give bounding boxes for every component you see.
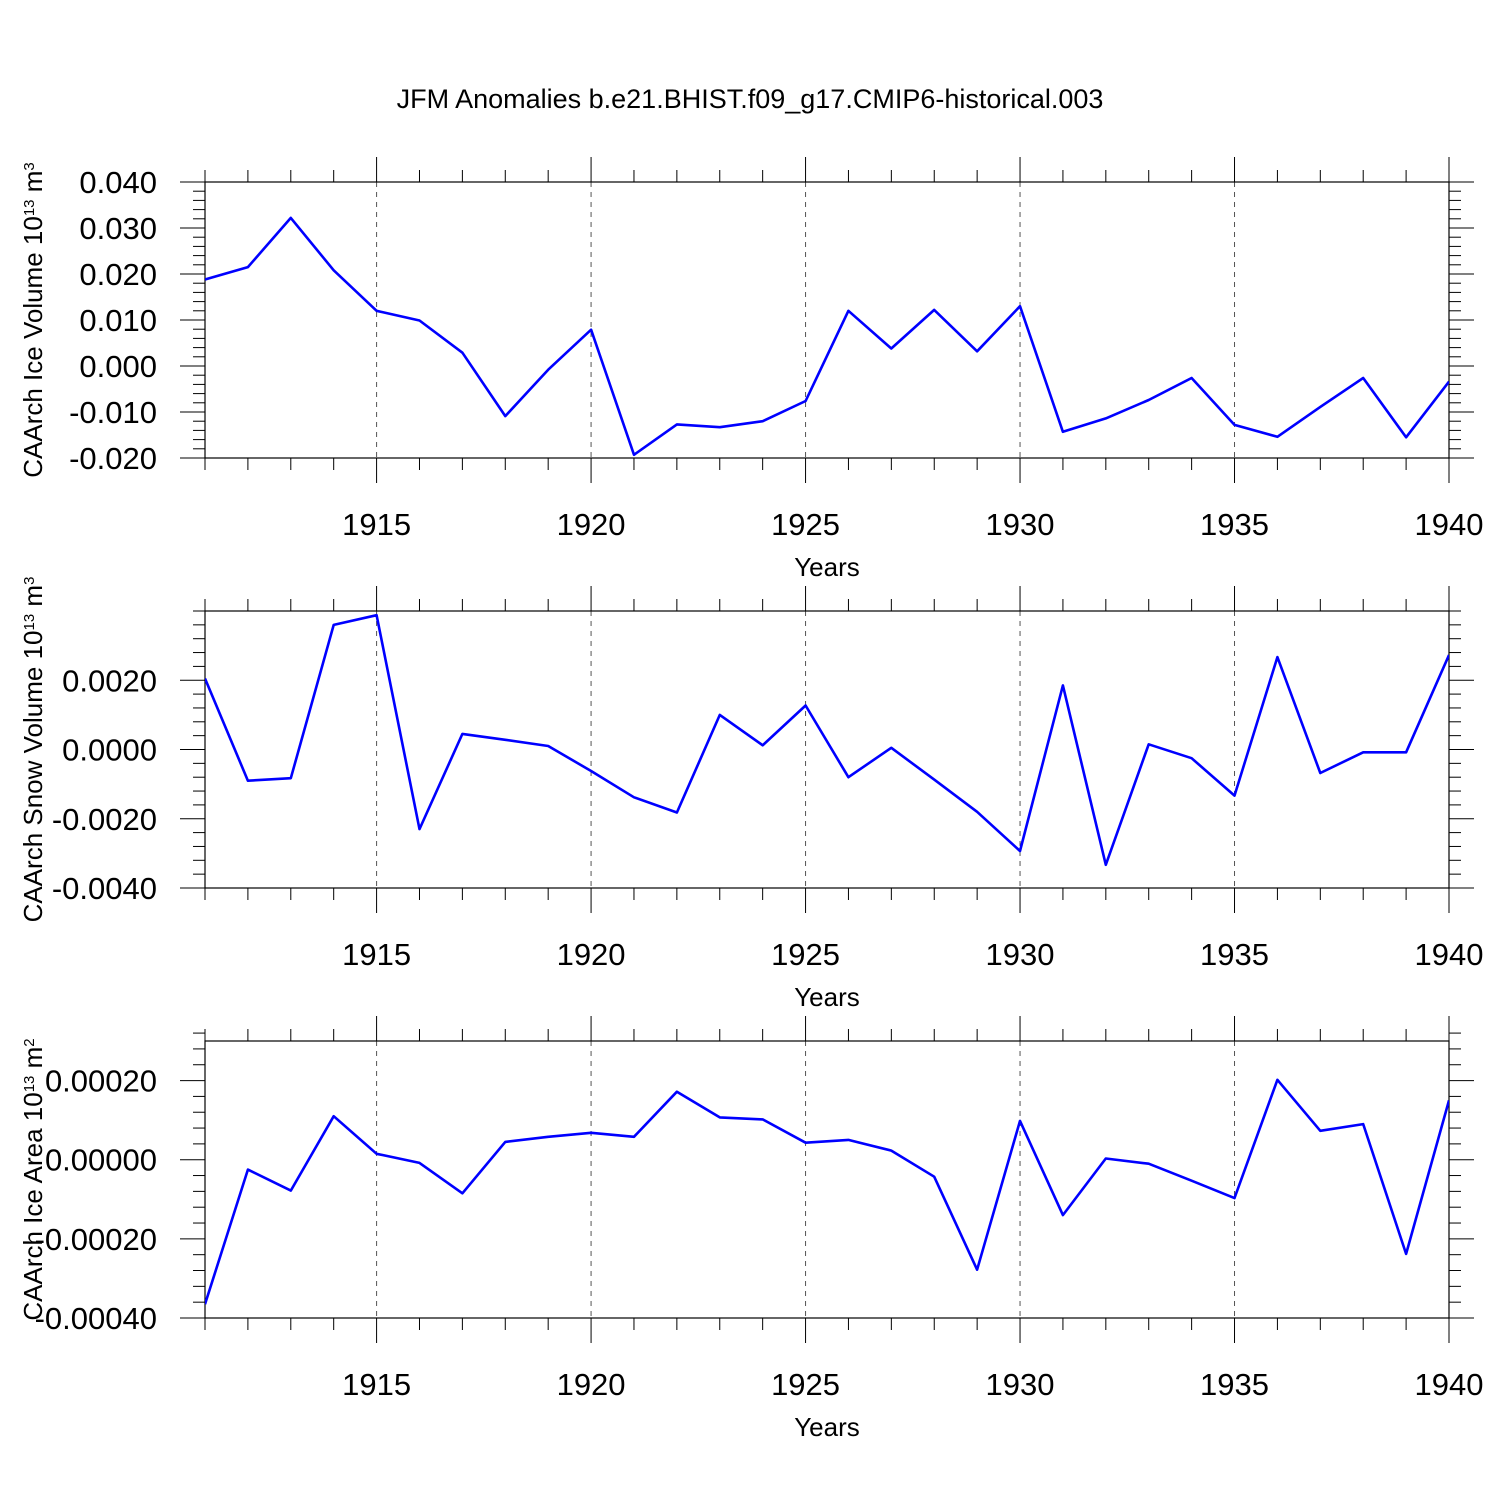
y-axis-label: CAArch Ice Area 1013 m2: [18, 1038, 48, 1320]
x-tick-label: 1935: [1200, 937, 1269, 972]
chart-panel-1: -0.020 -0.010 0.000 0.010 0.020 0.030 0.040 191…: [18, 157, 1483, 582]
y-tick-label: 0.010: [79, 303, 157, 338]
chart-panel-3: -0.00040 -0.00020 0.00000 0.00020 1915 1920 19…: [18, 1016, 1483, 1442]
x-tick-label: 1920: [557, 937, 626, 972]
y-tick-label: -0.00040: [35, 1301, 157, 1336]
x-axis-label: Years: [794, 552, 860, 582]
x-tick-label: 1930: [986, 937, 1055, 972]
plot-frame: [204, 610, 1450, 889]
plot-frame: [204, 181, 1450, 459]
y-axis-label: CAArch Ice Volume 1013 m3: [18, 162, 48, 478]
series-line-1: [205, 1078, 1449, 1305]
chart-panel-2: -0.0040 -0.0020 0.0000 0.0020 1915 1920 1925 19…: [18, 577, 1483, 1012]
y-tick-label: 0.040: [79, 165, 157, 200]
y-tick-label: 0.0000: [62, 733, 157, 768]
y-tick-label: 0.030: [79, 211, 157, 246]
y-tick-label: -0.010: [69, 395, 157, 430]
y-tick-label: 0.000: [79, 349, 157, 384]
x-tick-label: 1925: [771, 507, 840, 542]
x-tick-label: 1940: [1415, 937, 1484, 972]
x-tick-label: 1930: [986, 507, 1055, 542]
x-axis-label: Years: [794, 1412, 860, 1442]
x-tick-label: 1940: [1415, 507, 1484, 542]
y-tick-label: -0.0040: [52, 871, 157, 906]
y-tick-label: 0.00000: [45, 1143, 157, 1178]
x-tick-label: 1925: [771, 1367, 840, 1402]
y-tick-label: -0.020: [69, 441, 157, 476]
figure-title: JFM Anomalies b.e21.BHIST.f09_g17.CMIP6-…: [396, 84, 1104, 114]
x-tick-label: 1935: [1200, 1367, 1269, 1402]
y-axis-label: CAArch Snow Volume 1013 m3: [18, 577, 48, 923]
x-tick-label: 1920: [557, 1367, 626, 1402]
series-line-1: [205, 613, 1449, 867]
y-tick-label: -0.0020: [52, 802, 157, 837]
x-tick-label: 1940: [1415, 1367, 1484, 1402]
x-axis-label: Years: [794, 982, 860, 1012]
y-tick-label: 0.020: [79, 257, 157, 292]
series-line-1: [205, 216, 1449, 457]
y-tick-label: 0.0020: [62, 663, 157, 698]
x-tick-label: 1915: [342, 937, 411, 972]
x-tick-label: 1920: [557, 507, 626, 542]
x-tick-label: 1935: [1200, 507, 1269, 542]
x-tick-label: 1915: [342, 507, 411, 542]
y-tick-label: -0.00020: [35, 1222, 157, 1257]
y-tick-label: 0.00020: [45, 1064, 157, 1099]
x-tick-label: 1925: [771, 937, 840, 972]
x-tick-label: 1915: [342, 1367, 411, 1402]
plot-frame: [204, 1040, 1450, 1319]
x-tick-label: 1930: [986, 1367, 1055, 1402]
